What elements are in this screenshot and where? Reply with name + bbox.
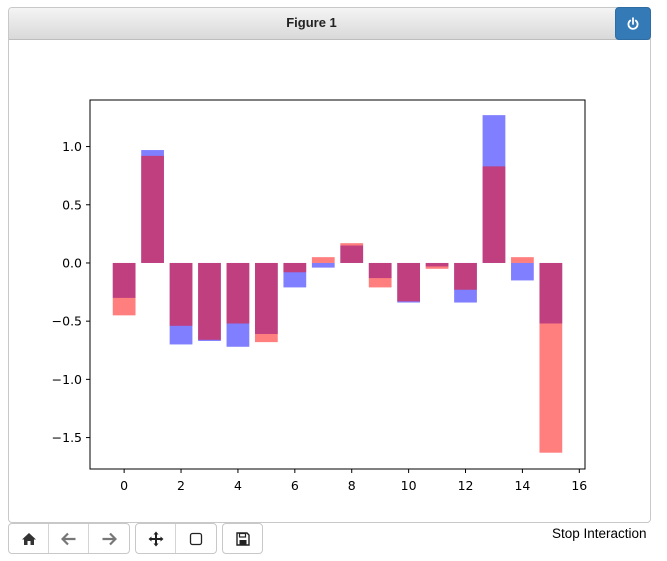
figure-title: Figure 1	[286, 15, 337, 30]
save-floppy-icon	[235, 531, 250, 546]
bar-series2-x8	[340, 243, 364, 263]
bar-series2-x6	[283, 262, 307, 273]
x-tick-label: 2	[177, 478, 185, 493]
bar-series2-x7	[311, 257, 335, 263]
y-tick-label: −1.0	[52, 372, 82, 387]
x-tick-label: 6	[291, 478, 299, 493]
close-figure-button[interactable]	[615, 7, 651, 40]
interaction-toolbar-group	[135, 523, 217, 554]
x-tick-label: 12	[458, 478, 474, 493]
bar-series2-x10	[397, 262, 420, 302]
bar-series2-x15	[539, 262, 563, 453]
x-tick-label: 8	[348, 478, 356, 493]
x-tick-label: 4	[234, 478, 242, 493]
zoom-rect-button[interactable]	[176, 524, 216, 553]
x-tick-label: 16	[571, 478, 587, 493]
bar-series2-x11	[425, 262, 449, 269]
home-icon	[21, 532, 36, 545]
bar-series2-x5	[255, 262, 278, 343]
plot-area	[90, 100, 585, 469]
x-tick-label: 14	[514, 478, 530, 493]
zoom-rect-icon	[189, 532, 203, 545]
x-tick-label: 10	[401, 478, 417, 493]
bar-series2-x1	[141, 155, 164, 263]
home-button[interactable]	[9, 524, 49, 553]
bar-series2-x4	[226, 262, 250, 324]
y-tick-label: −0.5	[52, 314, 82, 329]
move-pan-icon	[148, 531, 163, 546]
stop-interaction-link[interactable]: Stop Interaction	[552, 526, 647, 541]
nav-toolbar-group	[8, 523, 130, 554]
y-tick-label: 0.0	[62, 255, 82, 270]
bar-series2-x3	[198, 262, 221, 340]
y-tick-label: 0.5	[62, 197, 82, 212]
back-arrow-icon	[60, 532, 75, 545]
bar-series2-x14	[511, 257, 534, 263]
power-icon	[627, 16, 639, 30]
back-button[interactable]	[49, 524, 89, 553]
pan-button[interactable]	[136, 524, 176, 553]
y-tick-label: −1.5	[52, 430, 82, 445]
bar-series2-x12	[454, 262, 477, 290]
bar-chart: 0 2 4 6 8 10 12 14 16 1.0 0.5 0.0 −0.5 −1.0 −1.5	[52, 99, 587, 493]
axes-frame	[89, 99, 586, 470]
forward-button[interactable]	[89, 524, 129, 553]
forward-arrow-icon	[102, 532, 117, 545]
bar-series2-x2	[169, 262, 193, 326]
y-tick-label: 1.0	[62, 139, 82, 154]
bar-series1-x14	[511, 262, 534, 281]
x-tick-label: 0	[120, 478, 128, 493]
bar-series2-x9	[368, 262, 392, 288]
bar-series2-x13	[482, 166, 506, 263]
bar-series2-x0	[112, 262, 136, 316]
save-button[interactable]	[223, 524, 262, 553]
bar-series1-x7	[311, 262, 335, 268]
save-toolbar-group	[222, 523, 263, 554]
figure-titlebar: Figure 1	[9, 7, 651, 40]
